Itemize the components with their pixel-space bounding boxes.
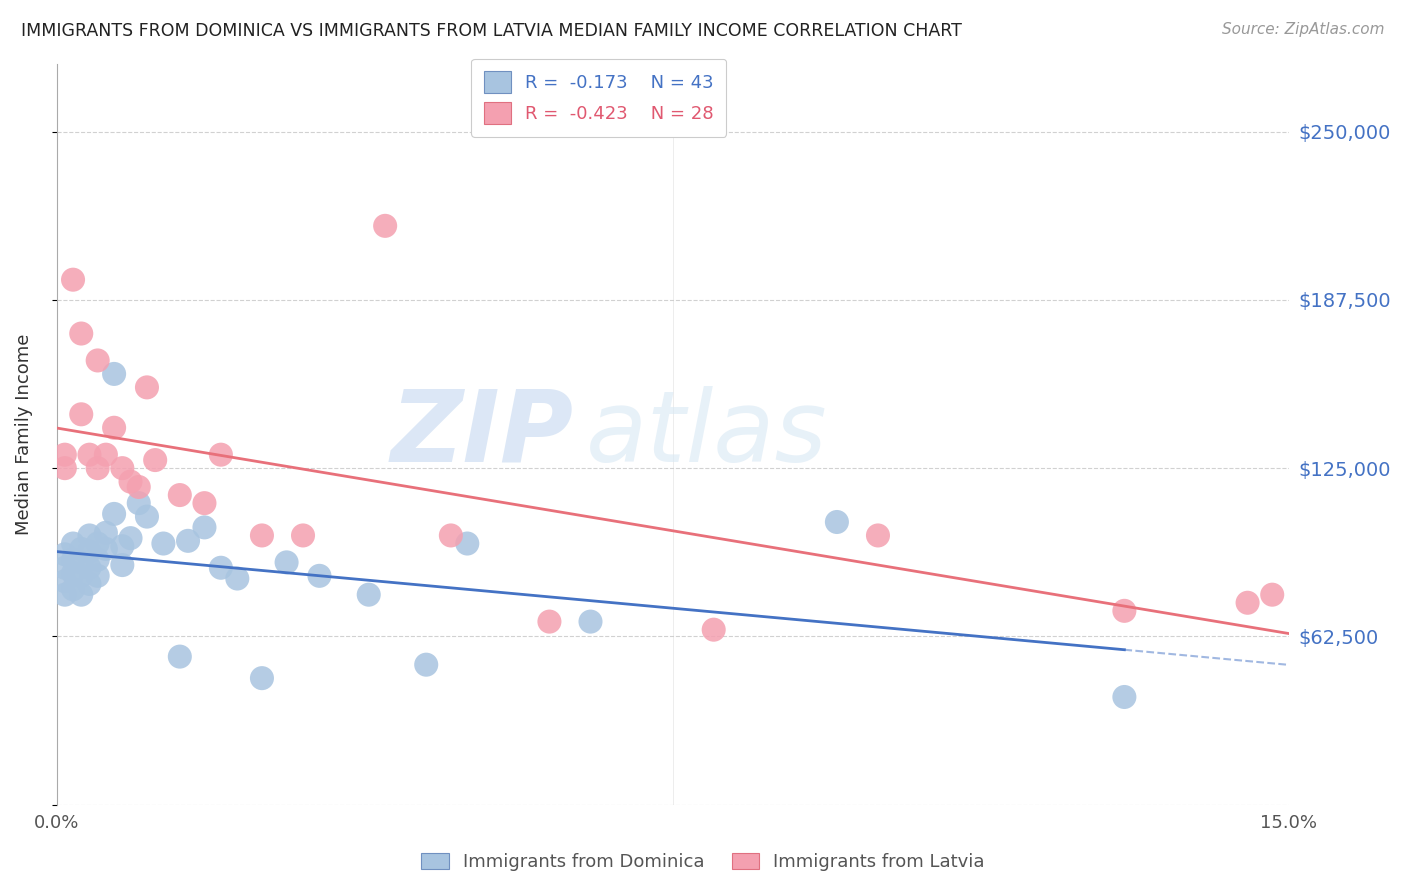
Text: atlas: atlas [586,386,828,483]
Point [226,572,249,586]
Point [357,588,380,602]
Point [825,515,848,529]
Point [53,574,76,589]
Point [1114,690,1136,704]
Point [70,326,93,341]
Point [415,657,437,672]
Point [86,461,108,475]
Point [103,421,125,435]
Y-axis label: Median Family Income: Median Family Income [15,334,32,535]
Point [136,509,159,524]
Point [250,671,273,685]
Point [111,539,134,553]
Point [1236,596,1258,610]
Point [53,561,76,575]
Point [70,588,93,602]
Point [169,488,191,502]
Point [53,588,76,602]
Point [143,453,166,467]
Text: ZIP: ZIP [391,386,574,483]
Legend: Immigrants from Dominica, Immigrants from Latvia: Immigrants from Dominica, Immigrants fro… [415,846,991,879]
Point [62,552,84,566]
Point [169,649,191,664]
Point [103,367,125,381]
Point [128,496,150,510]
Point [128,480,150,494]
Point [103,507,125,521]
Point [86,552,108,566]
Point [193,496,215,510]
Point [703,623,725,637]
Point [538,615,561,629]
Point [62,273,84,287]
Point [94,541,117,556]
Point [86,353,108,368]
Point [193,520,215,534]
Point [70,541,93,556]
Point [308,569,330,583]
Point [456,536,478,550]
Text: IMMIGRANTS FROM DOMINICA VS IMMIGRANTS FROM LATVIA MEDIAN FAMILY INCOME CORRELAT: IMMIGRANTS FROM DOMINICA VS IMMIGRANTS F… [21,22,962,40]
Point [62,566,84,581]
Point [177,533,200,548]
Point [209,448,232,462]
Legend: R =  -0.173    N = 43, R =  -0.423    N = 28: R = -0.173 N = 43, R = -0.423 N = 28 [471,59,727,136]
Point [94,448,117,462]
Point [70,569,93,583]
Point [120,475,142,489]
Point [111,461,134,475]
Point [53,448,76,462]
Text: Source: ZipAtlas.com: Source: ZipAtlas.com [1222,22,1385,37]
Point [209,561,232,575]
Point [79,448,101,462]
Point [79,577,101,591]
Point [79,561,101,575]
Point [111,558,134,572]
Point [250,528,273,542]
Point [53,461,76,475]
Point [79,544,101,558]
Point [79,528,101,542]
Point [152,536,174,550]
Point [374,219,396,233]
Point [70,407,93,421]
Point [62,536,84,550]
Point [86,536,108,550]
Point [866,528,889,542]
Point [62,582,84,597]
Point [1114,604,1136,618]
Point [70,555,93,569]
Point [120,531,142,545]
Point [440,528,463,542]
Point [53,547,76,561]
Point [579,615,602,629]
Point [276,555,298,569]
Point [136,380,159,394]
Point [292,528,315,542]
Point [86,569,108,583]
Point [1261,588,1284,602]
Point [94,525,117,540]
